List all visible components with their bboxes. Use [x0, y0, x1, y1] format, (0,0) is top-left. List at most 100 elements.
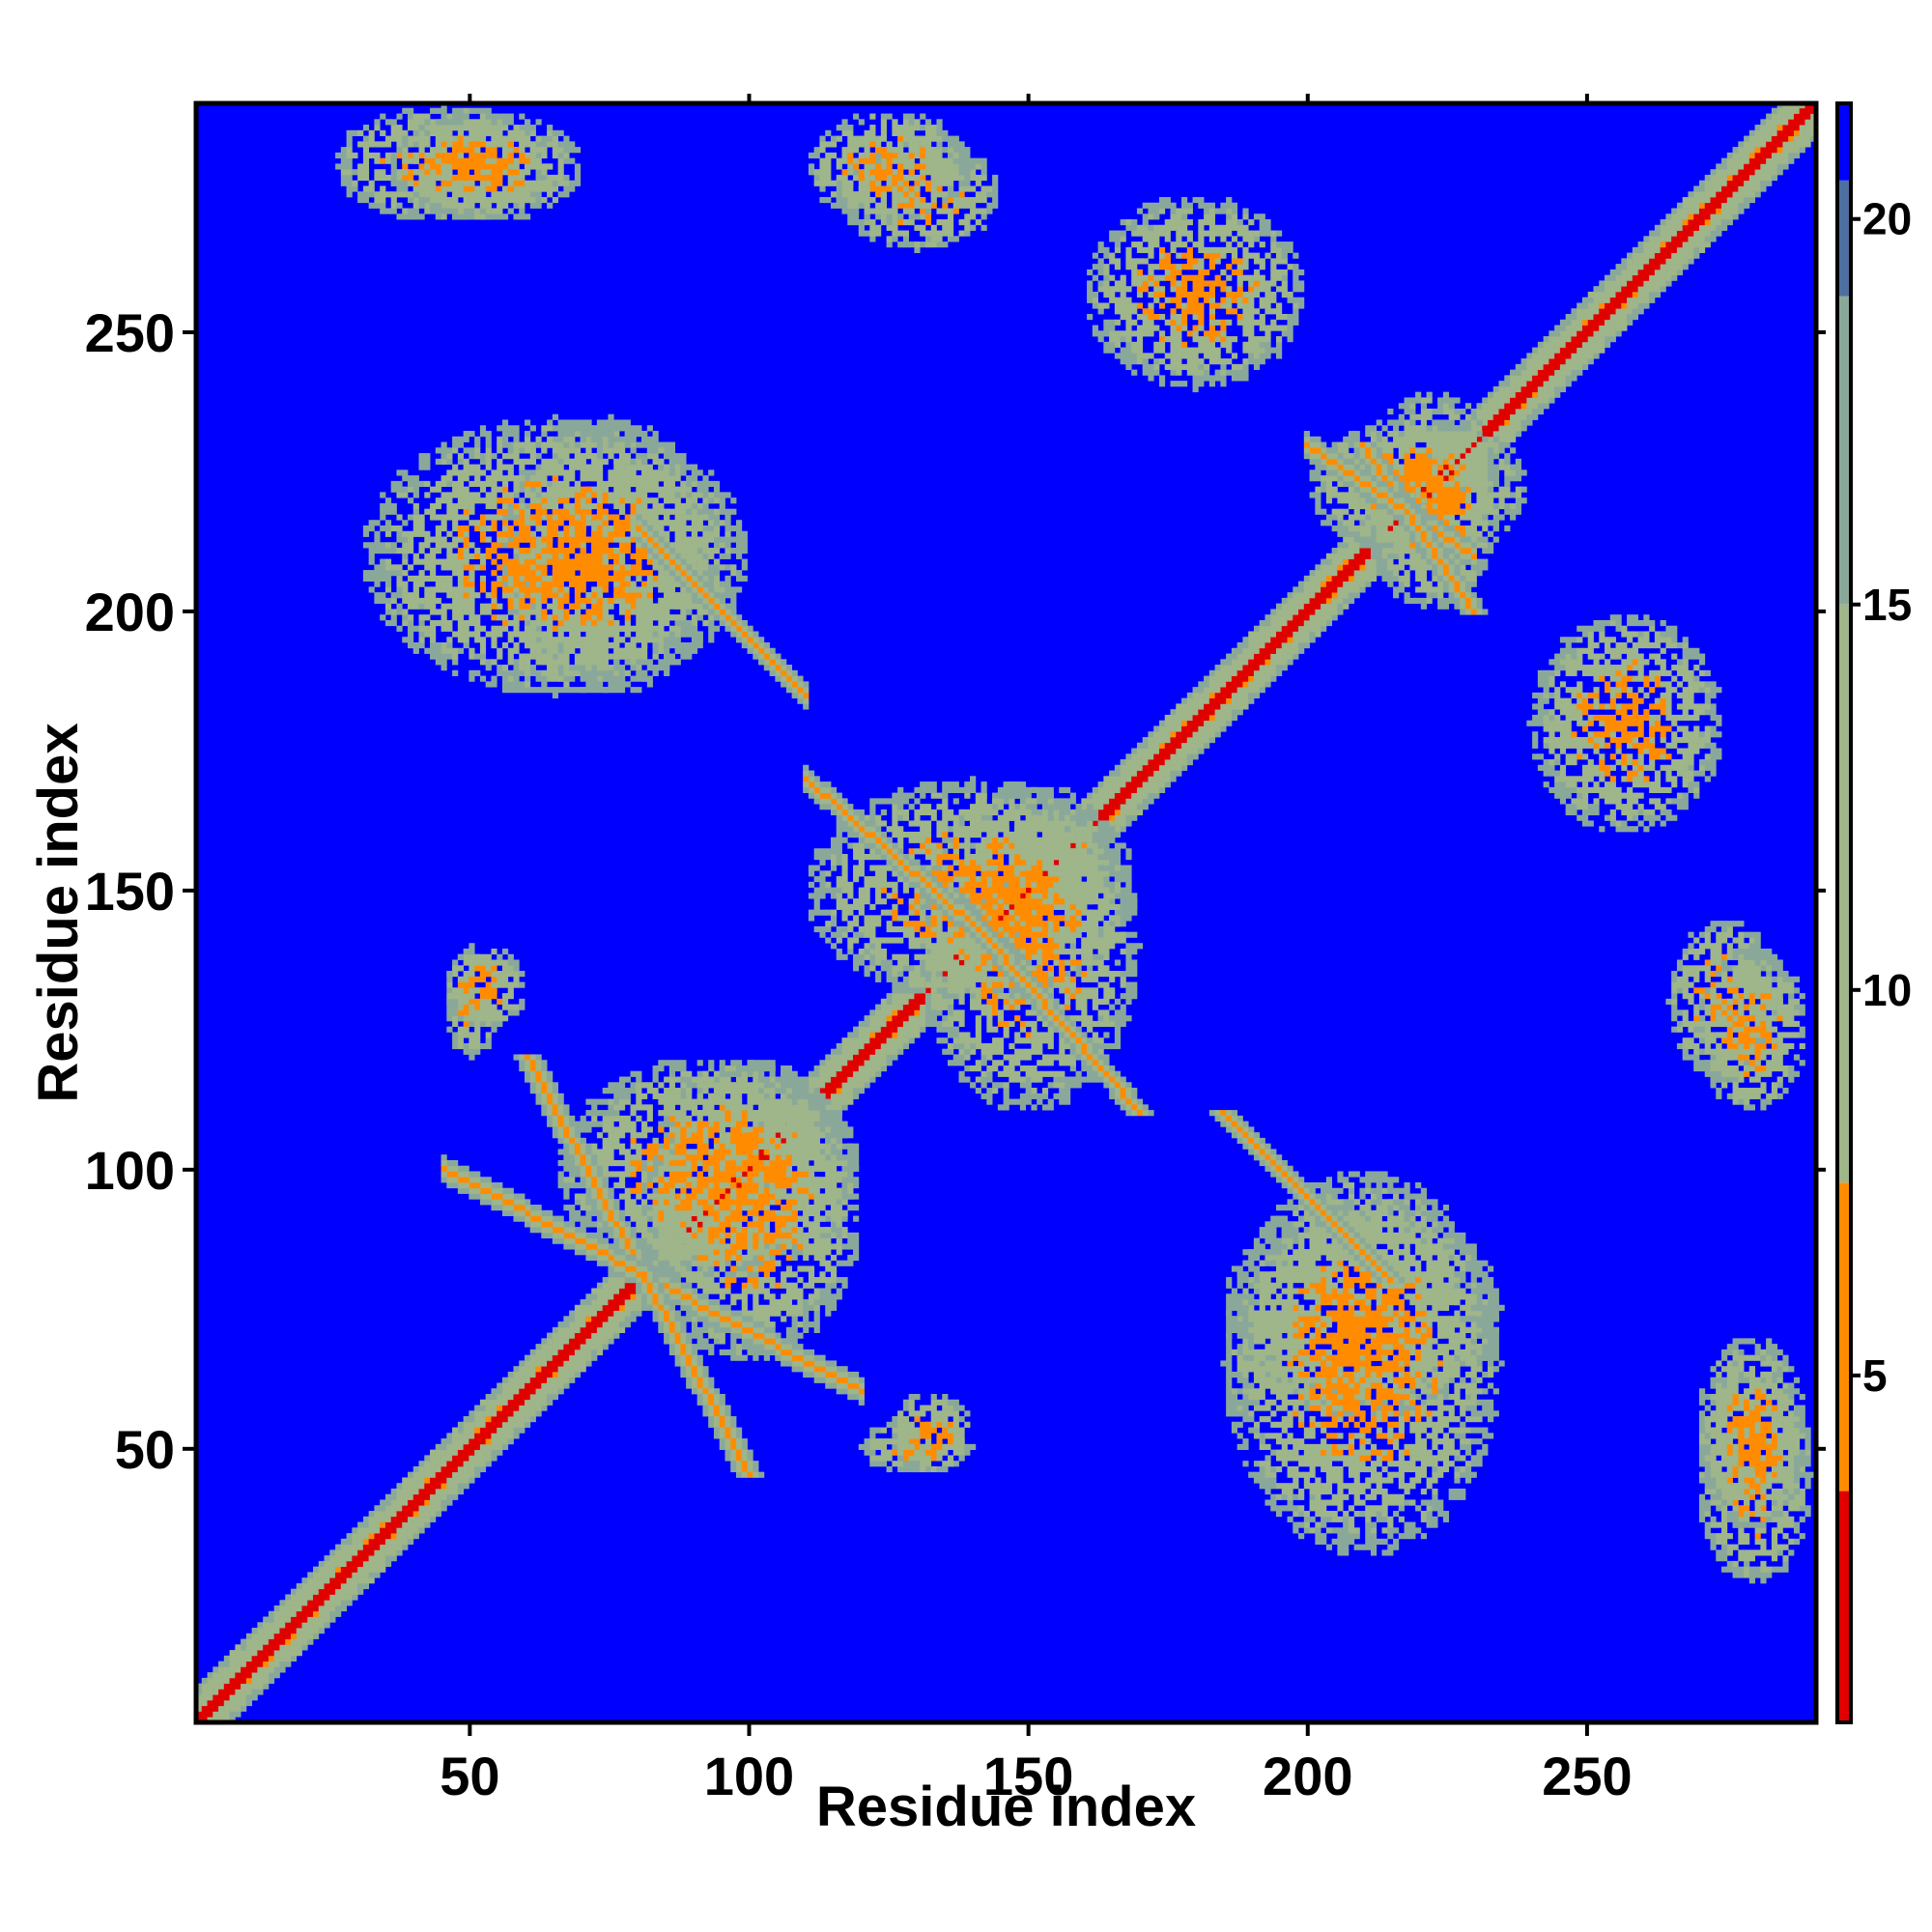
heatmap-cell — [1637, 252, 1644, 259]
heatmap-cell — [1599, 330, 1605, 337]
heatmap-cell — [1303, 609, 1310, 615]
heatmap-cell — [457, 141, 465, 148]
heatmap-cell — [1092, 820, 1098, 827]
heatmap-cell — [1682, 987, 1689, 994]
heatmap-cell — [1504, 375, 1511, 382]
heatmap-cell — [525, 1421, 531, 1428]
heatmap-cell — [1793, 1521, 1801, 1528]
heatmap-cell — [1559, 325, 1567, 331]
heatmap-cell — [1343, 553, 1350, 559]
heatmap-cell — [1710, 971, 1717, 978]
heatmap-cell — [535, 1382, 542, 1389]
heatmap-cell — [440, 1465, 447, 1473]
heatmap-cell — [1543, 358, 1549, 365]
heatmap-cell — [435, 1443, 441, 1451]
heatmap-cell — [396, 1527, 403, 1534]
heatmap-cell — [440, 1483, 447, 1490]
heatmap-cell — [1744, 141, 1750, 148]
heatmap-cell — [497, 113, 503, 120]
heatmap-cell — [797, 1137, 804, 1145]
heatmap-cell — [892, 1042, 898, 1050]
heatmap-cell — [340, 174, 347, 182]
heatmap-cell — [1226, 653, 1233, 660]
heatmap-cell — [1487, 391, 1494, 398]
heatmap-cell — [1136, 804, 1144, 810]
heatmap-cell — [390, 191, 397, 198]
heatmap-cell — [547, 1344, 554, 1350]
heatmap-cell — [1726, 1399, 1733, 1406]
heatmap-cell — [1353, 564, 1360, 571]
heatmap-cell — [430, 1461, 437, 1467]
heatmap-cell — [1226, 665, 1233, 671]
heatmap-cell — [1804, 1443, 1811, 1451]
heatmap-cell — [368, 1572, 375, 1578]
heatmap-cell — [886, 1032, 893, 1038]
heatmap-cell — [1476, 413, 1483, 420]
heatmap-cell — [218, 1689, 225, 1695]
heatmap-cell — [1309, 619, 1316, 627]
heatmap-cell — [547, 1393, 554, 1401]
heatmap-cell — [1577, 319, 1583, 326]
heatmap-cell — [346, 1600, 353, 1606]
heatmap-cell — [1153, 776, 1160, 782]
heatmap-cell — [440, 125, 447, 131]
heatmap-cell — [390, 125, 397, 131]
heatmap-cell — [485, 169, 492, 176]
heatmap-cell — [1754, 191, 1761, 198]
heatmap-cell — [318, 1622, 325, 1629]
heatmap-cell — [1220, 720, 1227, 726]
heatmap-cell — [1637, 297, 1644, 303]
heatmap-cell — [602, 1338, 609, 1345]
heatmap-cell — [1114, 814, 1122, 821]
heatmap-cell — [374, 1516, 381, 1522]
heatmap-cell — [1053, 887, 1060, 894]
heatmap-cell — [390, 1538, 397, 1545]
heatmap-cell — [329, 1549, 336, 1556]
heatmap-cell — [1532, 353, 1539, 359]
heatmap-cell — [830, 1093, 838, 1099]
heatmap-cell — [1615, 319, 1622, 326]
heatmap-cell — [1760, 1377, 1767, 1383]
heatmap-cell — [1671, 1015, 1678, 1022]
heatmap-cell — [591, 1338, 598, 1345]
heatmap-cell — [1526, 413, 1533, 420]
heatmap-cell — [1776, 157, 1783, 164]
heatmap-cell — [501, 169, 509, 176]
heatmap-cell — [585, 1304, 592, 1311]
heatmap-cell — [1470, 425, 1477, 432]
heatmap-cell — [357, 141, 364, 148]
heatmap-cell — [218, 1694, 225, 1701]
heatmap-cell — [384, 1527, 392, 1534]
heatmap-cell — [1637, 246, 1644, 253]
heatmap-cell — [529, 1354, 536, 1361]
heatmap-cell — [1676, 246, 1684, 253]
heatmap-cell — [1559, 330, 1567, 337]
heatmap-cell — [1142, 776, 1149, 782]
heatmap-cell — [452, 157, 459, 164]
heatmap-cell — [318, 1594, 325, 1601]
heatmap-cell — [1771, 1566, 1778, 1573]
heatmap-cell — [836, 202, 842, 209]
heatmap-cell — [390, 1511, 397, 1518]
heatmap-cell — [1264, 625, 1271, 632]
heatmap-cell — [1109, 798, 1116, 805]
heatmap-cell — [1738, 1555, 1745, 1562]
heatmap-cell — [596, 1304, 604, 1311]
heatmap-cell — [930, 971, 937, 978]
heatmap-cell — [719, 1165, 725, 1172]
heatmap-cell — [819, 1070, 826, 1077]
heatmap-cell — [440, 191, 447, 198]
heatmap-cell — [1615, 291, 1622, 298]
heatmap-cell — [1721, 196, 1728, 204]
heatmap-cell — [1799, 107, 1805, 114]
heatmap-cell — [440, 1438, 447, 1445]
heatmap-cell — [1120, 814, 1126, 821]
heatmap-cell — [680, 1243, 687, 1250]
heatmap-cell — [1131, 781, 1138, 788]
heatmap-cell — [1142, 753, 1149, 760]
heatmap-cell — [914, 1009, 921, 1016]
heatmap-cell — [1726, 202, 1733, 209]
heatmap-cell — [1577, 353, 1583, 359]
heatmap-cell — [352, 1527, 358, 1534]
heatmap-cell — [418, 1499, 425, 1506]
